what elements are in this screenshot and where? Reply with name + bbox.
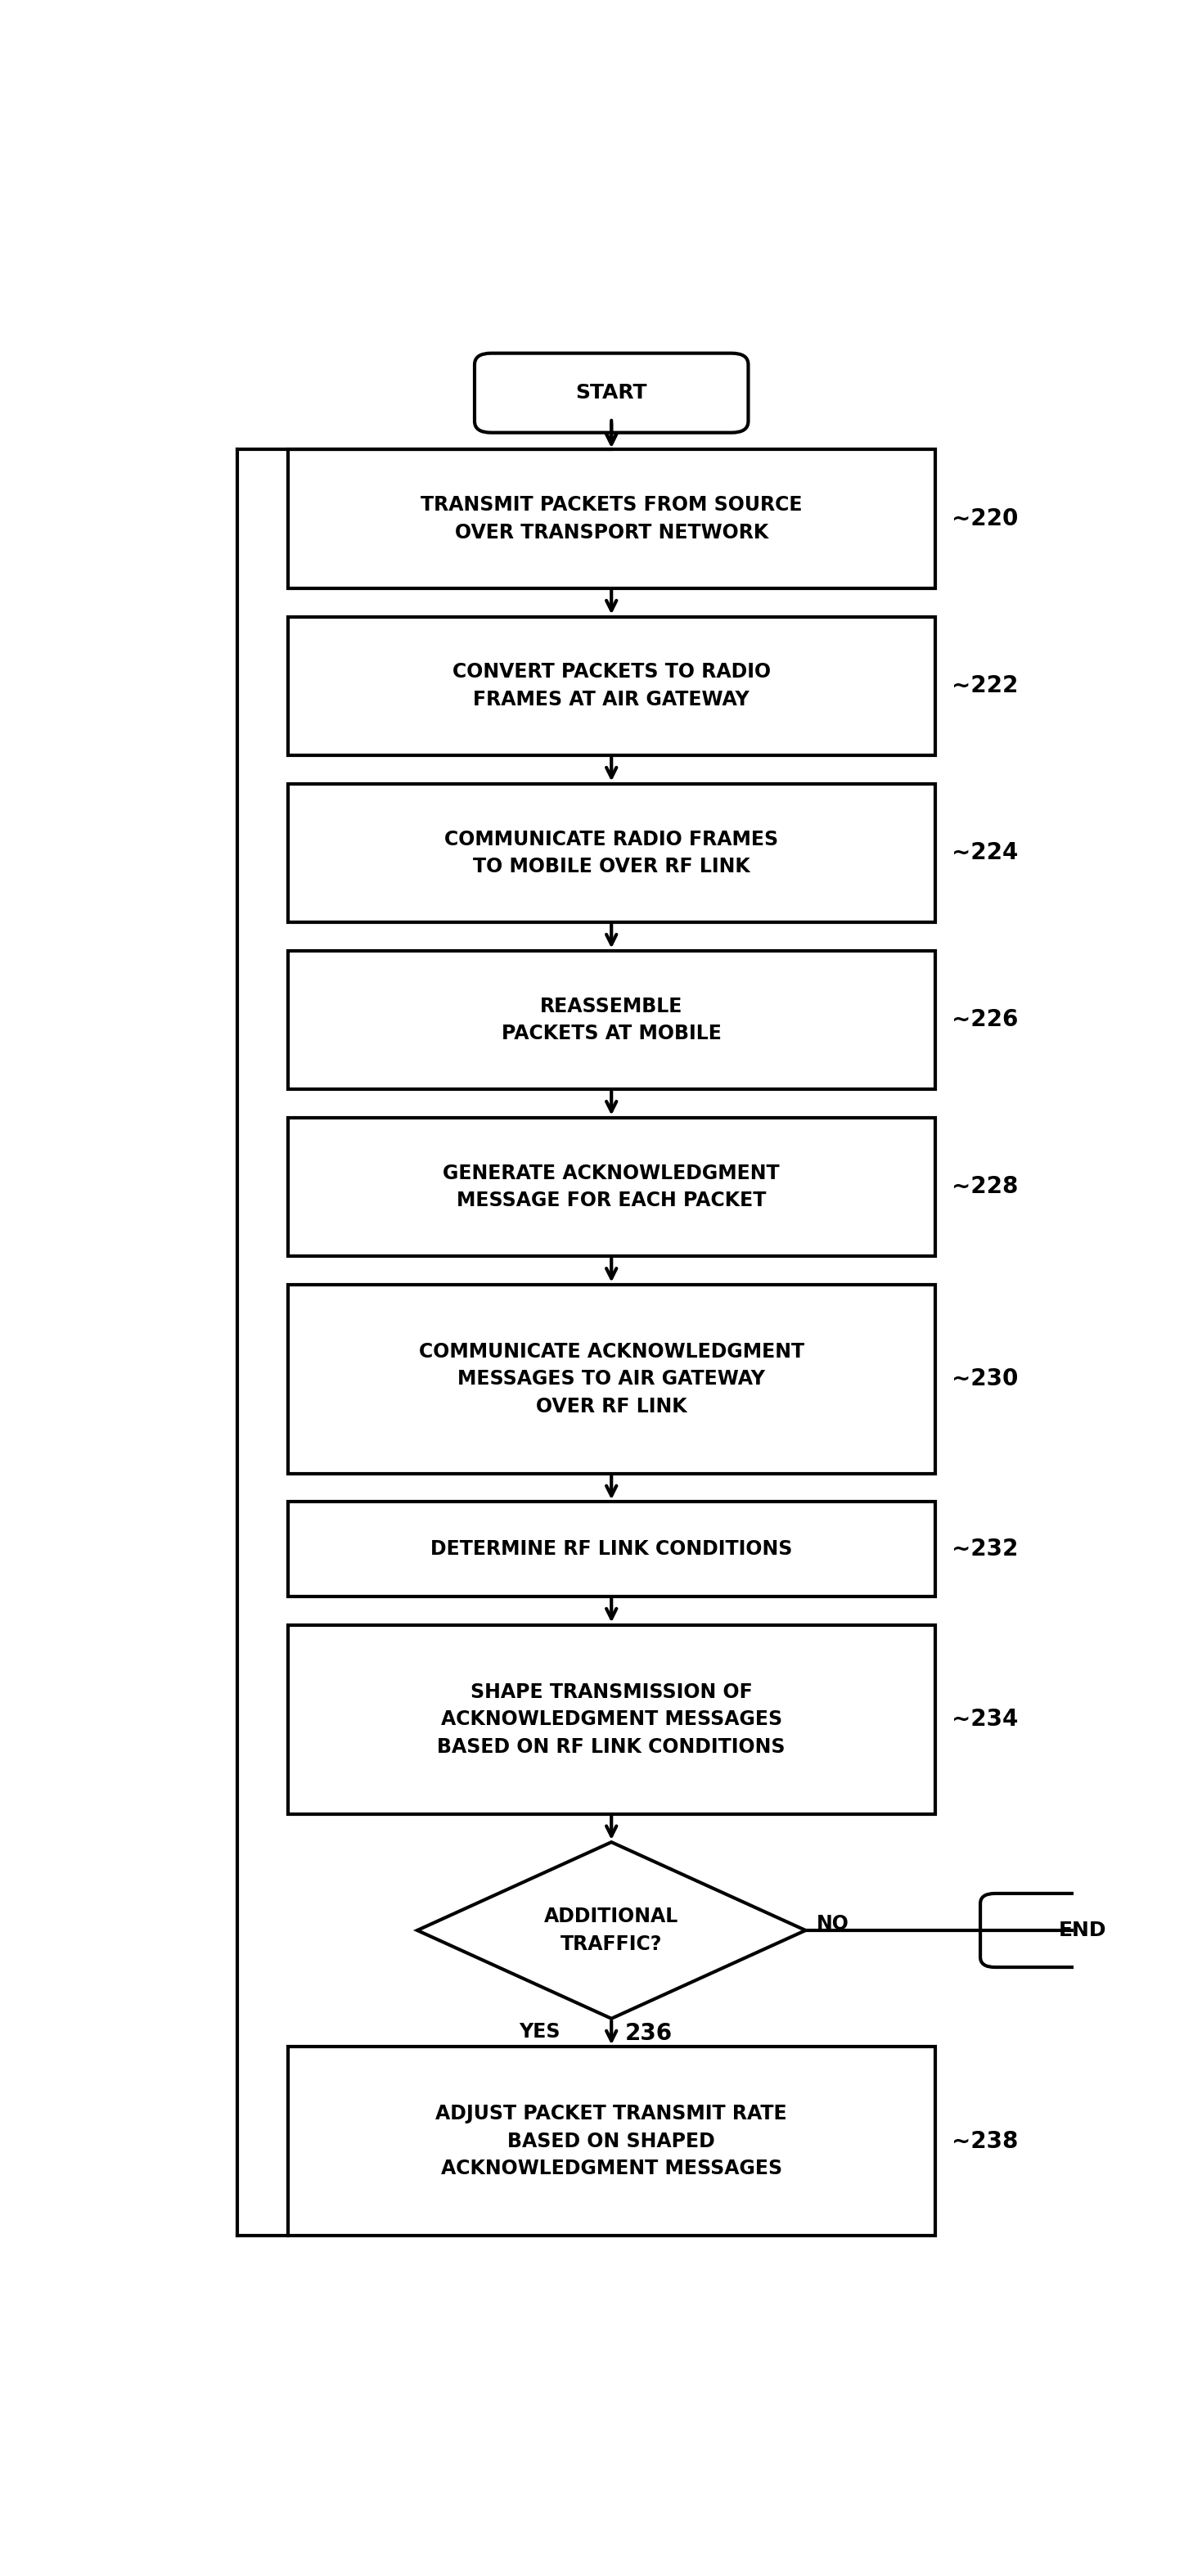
Text: ∼224: ∼224 [952,842,1019,866]
Bar [288,1502,935,1597]
Text: START: START [575,384,648,402]
Text: ∼232: ∼232 [952,1538,1019,1561]
Text: REASSEMBLE
PACKETS AT MOBILE: REASSEMBLE PACKETS AT MOBILE [501,997,722,1043]
Bar [288,616,935,755]
Text: ADJUST PACKET TRANSMIT RATE
BASED ON SHAPED
ACKNOWLEDGMENT MESSAGES: ADJUST PACKET TRANSMIT RATE BASED ON SHA… [435,2105,787,2179]
Text: ADDITIONAL
TRAFFIC?: ADDITIONAL TRAFFIC? [544,1906,679,1953]
Text: ∼238: ∼238 [952,2130,1019,2154]
Text: ∼228: ∼228 [952,1175,1019,1198]
Bar [288,451,935,587]
Bar [288,1625,935,1814]
Bar [288,951,935,1090]
Bar [288,783,935,922]
Text: COMMUNICATE RADIO FRAMES
TO MOBILE OVER RF LINK: COMMUNICATE RADIO FRAMES TO MOBILE OVER … [445,829,778,876]
Text: ∼230: ∼230 [952,1368,1019,1391]
Bar [288,2048,935,2236]
Text: END: END [1059,1922,1107,1940]
Text: GENERATE ACKNOWLEDGMENT
MESSAGE FOR EACH PACKET: GENERATE ACKNOWLEDGMENT MESSAGE FOR EACH… [443,1164,780,1211]
Text: COMMUNICATE ACKNOWLEDGMENT
MESSAGES TO AIR GATEWAY
OVER RF LINK: COMMUNICATE ACKNOWLEDGMENT MESSAGES TO A… [419,1342,804,1417]
Text: ∼234: ∼234 [952,1708,1019,1731]
Text: CONVERT PACKETS TO RADIO
FRAMES AT AIR GATEWAY: CONVERT PACKETS TO RADIO FRAMES AT AIR G… [452,662,771,708]
Text: NO: NO [817,1914,849,1935]
FancyBboxPatch shape [475,353,748,433]
Text: YES: YES [519,2022,561,2040]
Text: DETERMINE RF LINK CONDITIONS: DETERMINE RF LINK CONDITIONS [431,1540,792,1558]
Bar [288,1285,935,1473]
Text: ∼226: ∼226 [952,1007,1019,1030]
Text: TRANSMIT PACKETS FROM SOURCE
OVER TRANSPORT NETWORK: TRANSMIT PACKETS FROM SOURCE OVER TRANSP… [421,495,802,544]
Text: ∼222: ∼222 [952,675,1019,698]
Text: SHAPE TRANSMISSION OF
ACKNOWLEDGMENT MESSAGES
BASED ON RF LINK CONDITIONS: SHAPE TRANSMISSION OF ACKNOWLEDGMENT MES… [438,1682,785,1757]
Text: ∼220: ∼220 [952,507,1019,531]
FancyBboxPatch shape [981,1893,1186,1968]
Polygon shape [418,1842,805,2020]
Text: 236: 236 [625,2022,673,2045]
Bar [288,1118,935,1257]
